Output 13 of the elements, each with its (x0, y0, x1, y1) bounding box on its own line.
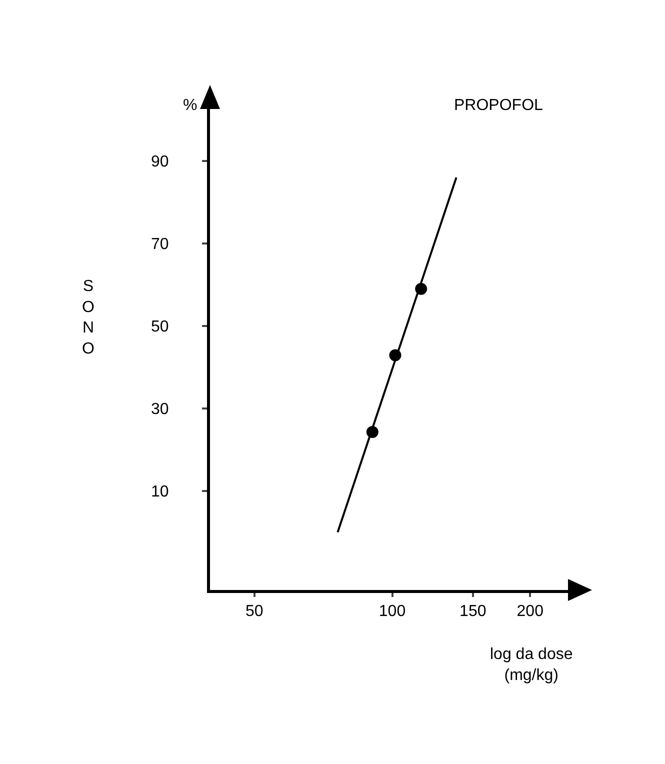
chart-title: PROPOFOL (454, 97, 544, 114)
y-tick-label: 30 (151, 401, 169, 418)
text: % (183, 97, 198, 114)
y-tick-label: 10 (151, 484, 169, 501)
x-tick-label: 200 (516, 603, 544, 620)
x-tick-label: 100 (378, 603, 406, 620)
y-tick-label: 50 (151, 318, 169, 336)
x-axis-title: log da dose (mg/kg) (490, 646, 573, 684)
x-tick-label: 150 (460, 603, 486, 620)
y-tick-label: 90 (151, 154, 169, 171)
y-tick-label: 70 (151, 236, 169, 254)
x-tick-label: 50 (245, 603, 264, 620)
y-axis-title: SONO (82, 278, 94, 358)
